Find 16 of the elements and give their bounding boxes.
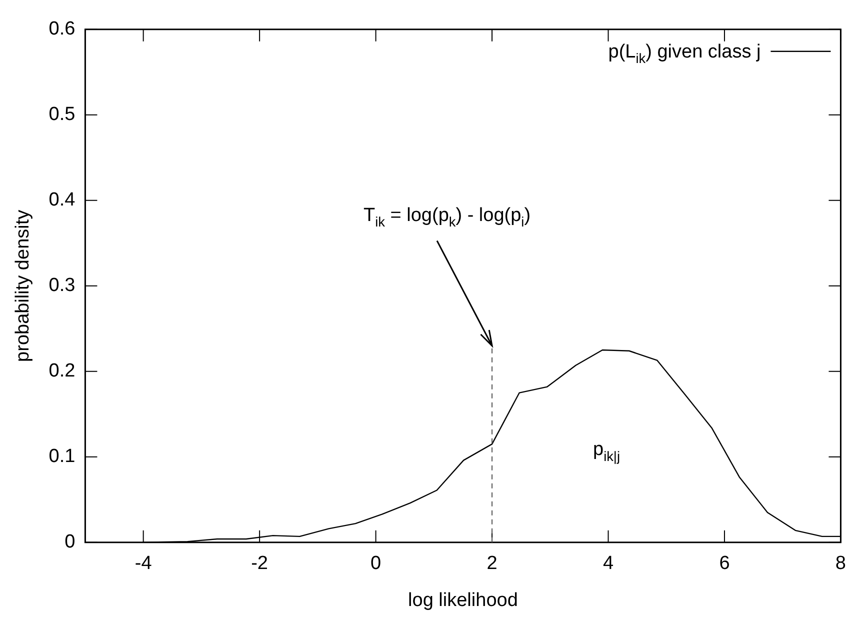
y-tick-label: 0.1 [48,446,76,468]
y-tick-label: 0.6 [48,18,76,40]
x-tick-label: -4 [134,553,152,574]
x-tick-label: 4 [602,553,614,574]
y-tick-label: 0.4 [48,190,76,211]
x-tick-label: 6 [719,553,730,574]
y-tick-label: 0.2 [48,360,76,382]
x-tick-label: 0 [370,553,382,574]
x-tick-label: 2 [486,553,498,574]
y-tick-label: 0.3 [48,275,76,296]
y-tick-label: 0 [64,532,76,553]
y-tick-label: 0.5 [48,104,76,126]
x-tick-label: -2 [251,553,268,574]
x-tick-label: 8 [835,553,846,574]
y-axis-title: probability density [12,209,34,362]
x-axis-title: log likelihood [408,590,518,611]
